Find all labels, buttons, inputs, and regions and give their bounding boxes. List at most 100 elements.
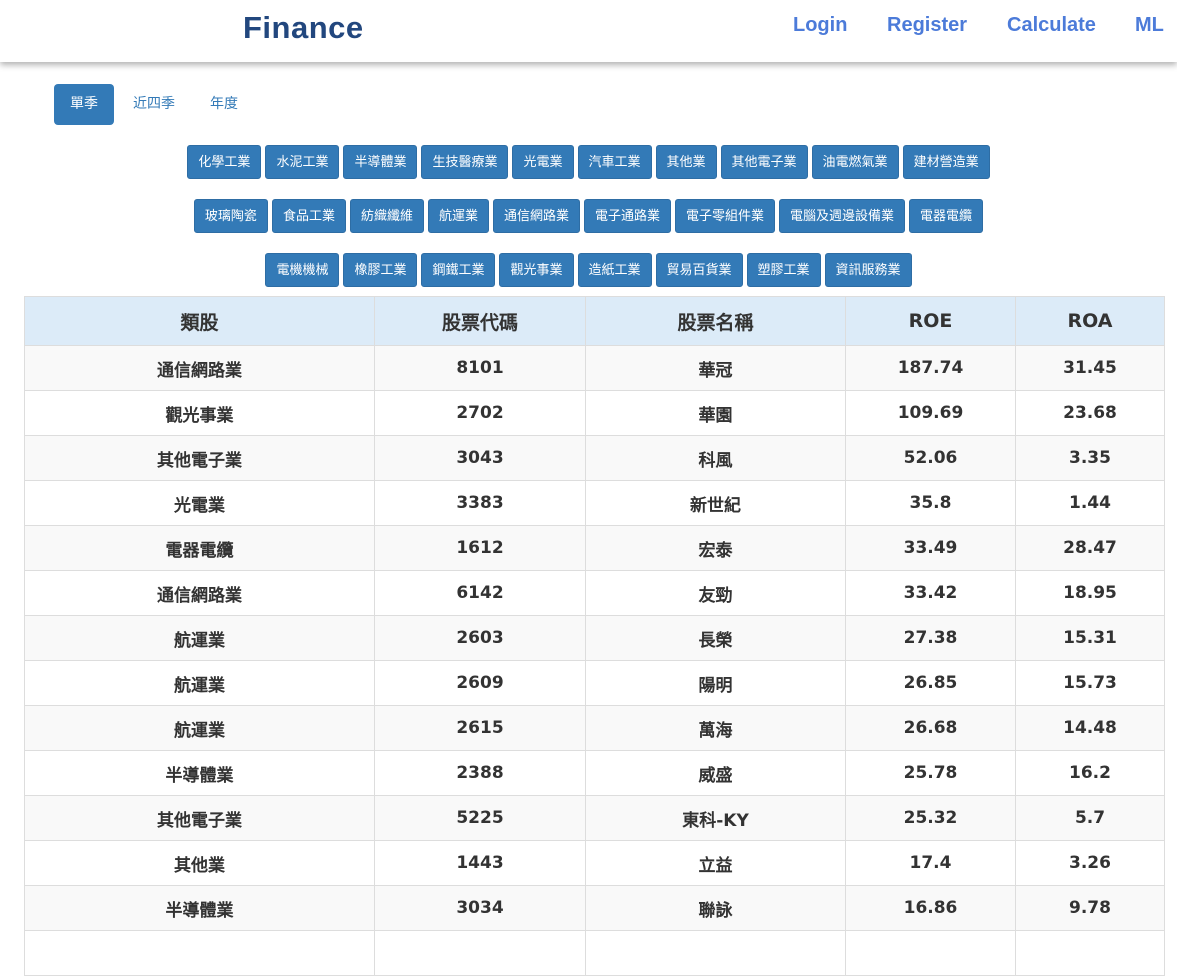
cell-stock-name: 華園 xyxy=(585,390,846,436)
category-button[interactable]: 汽車工業 xyxy=(577,145,652,179)
cell-category: 電器電纜 xyxy=(24,525,375,571)
cell-category: 觀光事業 xyxy=(24,390,375,436)
category-button[interactable]: 玻璃陶瓷 xyxy=(193,199,268,233)
cell-stock-name xyxy=(585,930,846,976)
cell-roe: 109.69 xyxy=(845,390,1016,436)
column-header-roe[interactable]: ROE xyxy=(845,296,1016,346)
category-button[interactable]: 水泥工業 xyxy=(265,145,340,179)
cell-stock-name: 新世紀 xyxy=(585,480,846,526)
brand-logo[interactable]: Finance xyxy=(243,10,364,45)
calculate-link[interactable]: Calculate xyxy=(1007,14,1096,36)
table-row: 電器電纜 1612 宏泰 33.49 28.47 xyxy=(24,525,1165,571)
cell-roe: 187.74 xyxy=(845,345,1016,391)
category-button[interactable]: 半導體業 xyxy=(343,145,418,179)
category-button[interactable]: 橡膠工業 xyxy=(343,253,418,287)
register-link[interactable]: Register xyxy=(887,14,968,36)
category-button[interactable]: 其他業 xyxy=(655,145,717,179)
table-row: 半導體業 3034 聯詠 16.86 9.78 xyxy=(24,885,1165,931)
table-row: 半導體業 2388 威盛 25.78 16.2 xyxy=(24,750,1165,796)
category-button[interactable]: 資訊服務業 xyxy=(824,253,912,287)
category-button[interactable]: 觀光事業 xyxy=(499,253,574,287)
cell-roa xyxy=(1015,930,1165,976)
table-row: 觀光事業 2702 華園 109.69 23.68 xyxy=(24,390,1165,436)
category-button[interactable]: 光電業 xyxy=(512,145,574,179)
cell-category: 半導體業 xyxy=(24,750,375,796)
table-row: 其他電子業 3043 科風 52.06 3.35 xyxy=(24,435,1165,481)
cell-roa: 31.45 xyxy=(1015,345,1165,391)
column-header-stock-name[interactable]: 股票名稱 xyxy=(585,296,846,346)
category-button[interactable]: 生技醫療業 xyxy=(421,145,509,179)
tab-annual[interactable]: 年度 xyxy=(210,96,238,112)
cell-roa: 23.68 xyxy=(1015,390,1165,436)
cell-stock-name: 宏泰 xyxy=(585,525,846,571)
column-header-category[interactable]: 類股 xyxy=(24,296,375,346)
column-header-roa[interactable]: ROA xyxy=(1015,296,1165,346)
cell-roa: 9.78 xyxy=(1015,885,1165,931)
cell-roe: 17.4 xyxy=(845,840,1016,886)
category-button[interactable]: 塑膠工業 xyxy=(746,253,821,287)
category-button[interactable]: 通信網路業 xyxy=(492,199,580,233)
cell-stock-name: 科風 xyxy=(585,435,846,481)
cell-stock-code: 1612 xyxy=(374,525,586,571)
category-button[interactable]: 化學工業 xyxy=(187,145,262,179)
cell-stock-code: 5225 xyxy=(374,795,586,841)
table-row: 通信網路業 8101 華冠 187.74 31.45 xyxy=(24,345,1165,391)
login-link[interactable]: Login xyxy=(793,14,848,36)
cell-stock-name: 萬海 xyxy=(585,705,846,751)
cell-roa: 18.95 xyxy=(1015,570,1165,616)
category-button[interactable]: 食品工業 xyxy=(271,199,346,233)
roe-roa-table-container: 類股 股票代碼 股票名稱 ROE ROA 通信網路業 8101 華冠 187.74 31… xyxy=(24,296,1165,976)
category-row-1: 化學工業 水泥工業 半導體業 生技醫療業 光電業 汽車工業 其他業 其他電子業 油電燃氣業 建材營… xyxy=(0,145,1177,179)
cell-stock-code: 2388 xyxy=(374,750,586,796)
category-button[interactable]: 電子通路業 xyxy=(584,199,672,233)
cell-stock-code: 8101 xyxy=(374,345,586,391)
table-row: 航運業 2603 長榮 27.38 15.31 xyxy=(24,615,1165,661)
tab-recent-four-quarters[interactable]: 近四季 xyxy=(133,96,175,112)
cell-stock-name: 友勁 xyxy=(585,570,846,616)
cell-stock-code: 3043 xyxy=(374,435,586,481)
cell-stock-code: 2609 xyxy=(374,660,586,706)
cell-category: 航運業 xyxy=(24,660,375,706)
category-button[interactable]: 航運業 xyxy=(427,199,489,233)
category-button[interactable]: 造紙工業 xyxy=(577,253,652,287)
category-button[interactable]: 其他電子業 xyxy=(720,145,808,179)
cell-stock-name: 長榮 xyxy=(585,615,846,661)
cell-stock-name: 陽明 xyxy=(585,660,846,706)
category-button[interactable]: 鋼鐵工業 xyxy=(421,253,496,287)
category-button[interactable]: 電子零組件業 xyxy=(675,199,776,233)
cell-stock-name: 東科-KY xyxy=(585,795,846,841)
cell-stock-code: 6142 xyxy=(374,570,586,616)
cell-roe: 52.06 xyxy=(845,435,1016,481)
cell-roe: 33.42 xyxy=(845,570,1016,616)
cell-category: 光電業 xyxy=(24,480,375,526)
top-navbar: Finance Login Register Calculate ML xyxy=(0,0,1177,62)
ml-link[interactable]: ML xyxy=(1135,14,1164,36)
category-button[interactable]: 電腦及週邊設備業 xyxy=(779,199,906,233)
table-row: 航運業 2609 陽明 26.85 15.73 xyxy=(24,660,1165,706)
cell-stock-name: 威盛 xyxy=(585,750,846,796)
roe-roa-table: 類股 股票代碼 股票名稱 ROE ROA 通信網路業 8101 華冠 187.74 31… xyxy=(24,296,1165,976)
table-row: 航運業 2615 萬海 26.68 14.48 xyxy=(24,705,1165,751)
cell-category: 其他電子業 xyxy=(24,795,375,841)
cell-stock-code: 2615 xyxy=(374,705,586,751)
tab-single-quarter[interactable]: 單季 xyxy=(54,84,114,125)
cell-category: 航運業 xyxy=(24,705,375,751)
cell-category: 其他業 xyxy=(24,840,375,886)
category-button[interactable]: 電器電纜 xyxy=(909,199,984,233)
cell-roe xyxy=(845,930,1016,976)
cell-category: 航運業 xyxy=(24,615,375,661)
category-button[interactable]: 電機機械 xyxy=(265,253,340,287)
category-button[interactable]: 建材營造業 xyxy=(902,145,990,179)
cell-stock-code: 1443 xyxy=(374,840,586,886)
cell-roe: 27.38 xyxy=(845,615,1016,661)
cell-roa: 1.44 xyxy=(1015,480,1165,526)
category-button[interactable]: 貿易百貨業 xyxy=(655,253,743,287)
cell-roe: 25.32 xyxy=(845,795,1016,841)
column-header-stock-code[interactable]: 股票代碼 xyxy=(374,296,586,346)
cell-roe: 25.78 xyxy=(845,750,1016,796)
table-row: 其他業 1443 立益 17.4 3.26 xyxy=(24,840,1165,886)
category-button[interactable]: 紡織纖維 xyxy=(349,199,424,233)
category-button[interactable]: 油電燃氣業 xyxy=(811,145,899,179)
table-row: 其他電子業 5225 東科-KY 25.32 5.7 xyxy=(24,795,1165,841)
cell-roa: 5.7 xyxy=(1015,795,1165,841)
